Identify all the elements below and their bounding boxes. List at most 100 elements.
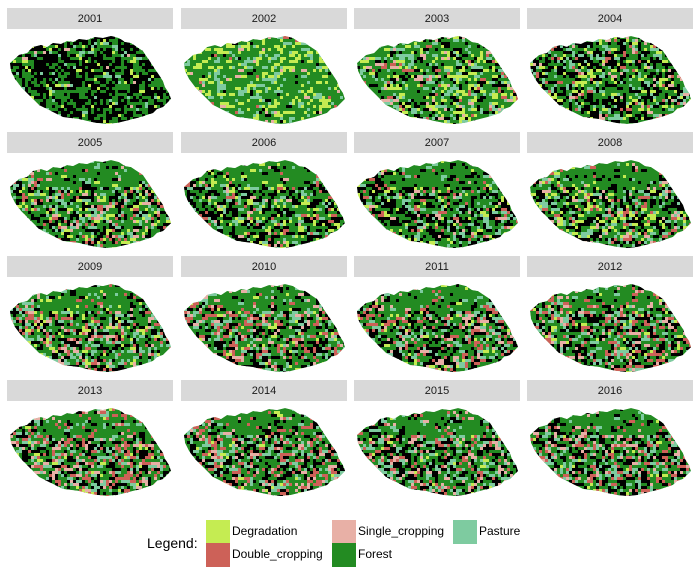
land-cell-black <box>28 241 31 244</box>
land-cell-black <box>64 105 67 108</box>
land-cell-degradation <box>82 114 85 117</box>
land-cell-degradation <box>319 178 325 181</box>
land-cell-black <box>286 226 289 229</box>
land-cell-pasture <box>322 202 325 205</box>
land-cell-black <box>166 75 169 78</box>
land-cell-double-cropping <box>569 33 575 36</box>
land-cell-black <box>85 123 88 124</box>
land-cell-black <box>43 220 49 223</box>
land-cell-pasture <box>390 42 393 45</box>
land-cell-pasture <box>199 184 202 187</box>
land-cell-black <box>617 36 620 39</box>
land-cell-black <box>82 241 85 244</box>
land-cell-double-cropping <box>85 241 88 244</box>
land-cell-black <box>289 190 292 193</box>
land-cell-single-cropping <box>121 166 124 169</box>
land-cell-pasture <box>46 172 49 175</box>
land-cell-pasture <box>429 166 432 169</box>
land-cell-single-cropping <box>417 36 423 39</box>
land-cell-double-cropping <box>280 244 283 247</box>
land-cell-black <box>477 175 480 178</box>
land-cell-degradation <box>644 75 647 78</box>
land-cell-degradation <box>444 87 447 90</box>
land-cell-degradation <box>292 102 295 105</box>
land-cell-degradation <box>91 69 94 72</box>
land-cell-black <box>76 114 82 117</box>
land-cell-double-cropping <box>360 36 363 39</box>
land-cell-black <box>169 81 171 84</box>
land-cell-degradation <box>85 202 88 205</box>
land-cell-black <box>635 114 638 117</box>
land-cell-black <box>139 96 142 99</box>
land-cell-black <box>501 157 507 160</box>
land-cell-black <box>58 63 61 66</box>
land-cell-single-cropping <box>145 220 148 223</box>
land-cell-single-cropping <box>554 102 557 105</box>
land-cell-pasture <box>647 39 650 42</box>
land-cell-pasture <box>118 175 121 178</box>
land-cell-black <box>13 84 19 87</box>
land-cell-black <box>337 172 343 175</box>
land-cell-pasture <box>235 99 238 102</box>
land-cell-double-cropping <box>566 33 569 36</box>
land-cell-double-cropping <box>253 208 256 211</box>
land-cell-black <box>67 45 70 48</box>
land-cell-black <box>575 78 578 81</box>
land-cell-black <box>620 78 623 81</box>
land-cell-single-cropping <box>650 111 653 114</box>
land-cell-black <box>677 93 680 96</box>
land-cell-black <box>109 69 112 72</box>
land-cell-double-cropping <box>268 247 271 248</box>
land-cell-black <box>501 117 504 120</box>
land-cell-single-cropping <box>10 241 16 244</box>
land-cell-double-cropping <box>283 36 289 39</box>
land-cell-pasture <box>124 202 127 205</box>
land-cell-black <box>139 166 142 169</box>
land-cell-black <box>115 190 118 193</box>
land-cell-pasture <box>181 235 184 238</box>
land-cell-black <box>277 235 280 238</box>
land-cell-degradation <box>169 220 171 223</box>
land-cell-black <box>10 87 13 90</box>
land-cell-single-cropping <box>94 193 97 196</box>
land-cell-black <box>620 111 623 114</box>
land-cell-double-cropping <box>363 190 366 193</box>
land-cell-black <box>647 90 650 93</box>
land-cell-degradation <box>334 48 337 51</box>
land-cell-black <box>139 111 142 114</box>
land-cell-degradation <box>277 48 283 51</box>
land-cell-pasture <box>656 69 659 72</box>
land-cell-black <box>49 57 52 60</box>
land-cell-pasture <box>61 199 64 202</box>
land-cell-pasture <box>238 93 244 96</box>
land-cell-degradation <box>232 247 235 248</box>
land-cell-single-cropping <box>417 78 423 81</box>
land-cell-pasture <box>408 57 414 60</box>
land-cell-black <box>28 84 31 87</box>
land-cell-pasture <box>103 42 106 45</box>
land-cell-single-cropping <box>417 33 420 36</box>
land-cell-single-cropping <box>677 60 680 63</box>
land-cell-pasture <box>375 123 381 124</box>
land-cell-single-cropping <box>34 166 37 169</box>
land-cell-degradation <box>196 220 202 223</box>
land-cell-degradation <box>208 93 211 96</box>
land-cell-double-cropping <box>360 81 366 84</box>
land-cell-black <box>614 108 617 111</box>
land-cell-degradation <box>456 105 459 108</box>
land-cell-degradation <box>52 208 55 211</box>
land-cell-degradation <box>322 172 325 175</box>
land-cell-degradation <box>85 238 88 241</box>
land-cell-black <box>94 105 97 108</box>
land-cell-pasture <box>680 57 683 60</box>
land-cell-black <box>557 123 560 124</box>
land-cell-black <box>507 166 513 169</box>
land-cell-black <box>298 160 301 163</box>
land-cell-degradation <box>387 114 393 117</box>
land-cell-double-cropping <box>629 45 632 48</box>
land-cell-black <box>148 90 151 93</box>
land-cell-black <box>244 238 247 241</box>
land-cell-pasture <box>214 60 220 63</box>
land-cell-pasture <box>393 45 396 48</box>
land-cell-black <box>554 60 557 63</box>
